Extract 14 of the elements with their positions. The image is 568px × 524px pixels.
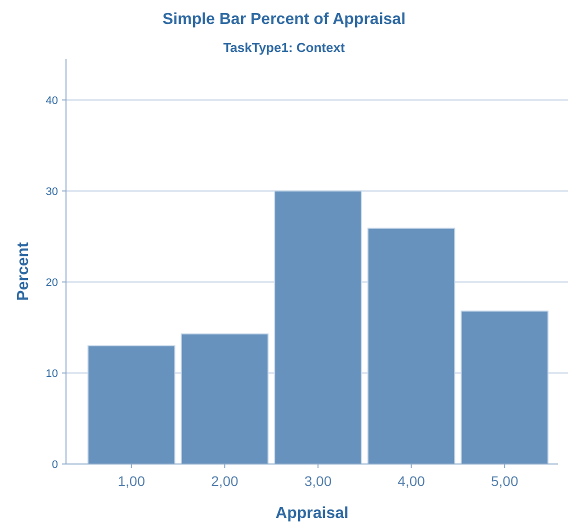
x-tick-label: 4,00 — [398, 473, 426, 489]
y-tick-label: 30 — [46, 186, 58, 198]
x-tick-label: 3,00 — [304, 473, 332, 489]
y-tick-label: 40 — [46, 94, 58, 107]
y-tick-label: 20 — [46, 276, 58, 289]
y-axis-title: Percent — [15, 241, 32, 301]
x-axis-title: Appraisal — [276, 505, 348, 522]
x-tick-label: 1,00 — [118, 473, 146, 489]
chart-subtitle: TaskType1: Context — [223, 40, 346, 55]
y-tick-label: 10 — [46, 368, 58, 380]
chart-title: Simple Bar Percent of Appraisal — [162, 11, 406, 28]
x-tick-label: 2,00 — [211, 473, 239, 489]
x-tick-label: 5,00 — [490, 473, 518, 489]
y-tick-label: 0 — [52, 458, 58, 471]
